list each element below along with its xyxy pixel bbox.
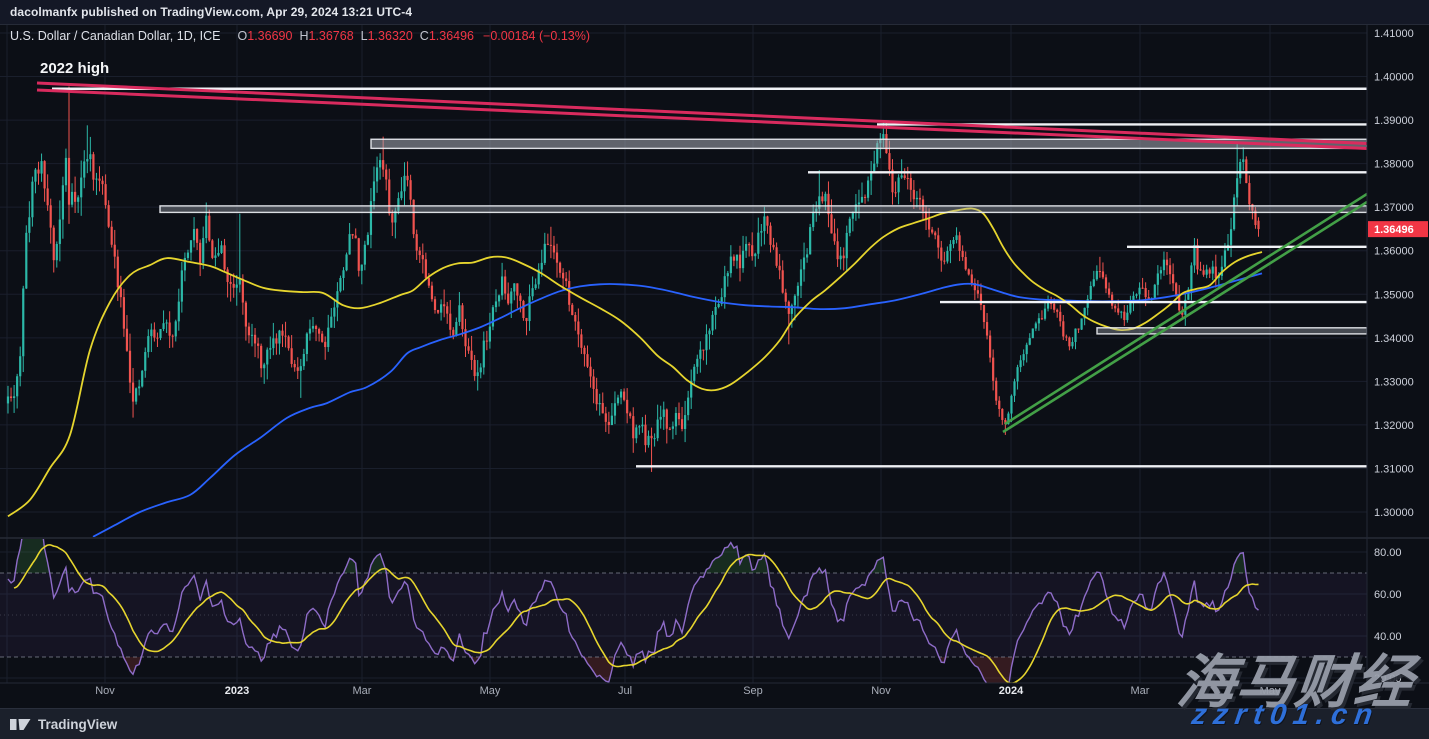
rsi-ma-line <box>13 544 1259 683</box>
supply-demand-box <box>370 138 1367 150</box>
price-tick-label: 1.40000 <box>1374 72 1414 84</box>
watermark-site-url: zzrt01.cn <box>1189 699 1382 731</box>
attribution-text: dacolmanfx published on TradingView.com,… <box>10 5 413 19</box>
rsi-overbought-fill <box>8 539 1259 573</box>
symbol-info-row[interactable]: U.S. Dollar / Canadian Dollar, 1D, ICE O1… <box>10 29 590 43</box>
price-tick-label: 1.41000 <box>1374 28 1414 40</box>
tradingview-logo-icon[interactable] <box>10 717 31 732</box>
ohlc-low-value: 1.36320 <box>367 29 413 43</box>
ohlc-close-label: C <box>419 29 429 43</box>
ascending-channel-line <box>1002 200 1367 434</box>
rsi-tick-label: 60.00 <box>1374 589 1402 601</box>
descending-trendline <box>36 81 1367 145</box>
footer-bar: TradingView <box>0 708 1429 739</box>
ohlc-high-label: H <box>299 29 309 43</box>
rsi-panel <box>0 539 1367 683</box>
ascending-channel-line <box>1004 192 1367 426</box>
time-tick-label: May <box>1260 685 1281 697</box>
rsi-tick-label: 20.00 <box>1374 673 1402 685</box>
time-tick-label: Sep <box>743 685 763 697</box>
tradingview-logo-text[interactable]: TradingView <box>38 717 118 732</box>
descending-trendline <box>36 88 1367 150</box>
change-value: −0.00184 (−0.13%) <box>483 29 591 43</box>
price-tick-label: 1.37000 <box>1374 202 1414 214</box>
price-tick-label: 1.39000 <box>1374 115 1414 127</box>
rsi-line <box>7 539 1259 683</box>
ma-200-line <box>92 272 1263 537</box>
rsi-tick-label: 40.00 <box>1374 631 1402 643</box>
ohlc-low-label: L <box>360 29 368 43</box>
price-tick-label: 1.32000 <box>1374 420 1414 432</box>
ma-100-line <box>7 207 1263 518</box>
ohlc-open-label: O <box>237 29 248 43</box>
price-tick-label: 1.38000 <box>1374 159 1414 171</box>
time-tick-label: Nov <box>95 685 115 697</box>
price-tick-label: 1.35000 <box>1374 289 1414 301</box>
rsi-oversold-fill <box>8 657 1259 683</box>
time-tick-label: Jul <box>618 685 632 697</box>
price-tick-label: 1.33000 <box>1374 376 1414 388</box>
pane-separators <box>0 24 1429 684</box>
last-price-label-bg <box>1368 221 1428 238</box>
price-tick-label: 1.34000 <box>1374 333 1414 345</box>
symbol-title[interactable]: U.S. Dollar / Canadian Dollar, 1D, ICE <box>10 29 221 43</box>
attribution-bar: dacolmanfx published on TradingView.com,… <box>0 0 1429 25</box>
rsi-band-fill <box>0 573 1367 657</box>
ohlc-open-value: 1.36690 <box>247 29 293 43</box>
price-tick-label: 1.36000 <box>1374 246 1414 258</box>
time-tick-label: May <box>480 685 501 697</box>
annotation-2022-high: 2022 high <box>40 60 110 77</box>
price-axis[interactable]: 1.41000 1.40000 1.39000 1.38000 1.37000 1.360… <box>1368 28 1428 685</box>
ohlc-high-value: 1.36768 <box>308 29 354 43</box>
price-tick-label: 1.31000 <box>1374 463 1414 475</box>
price-tick-label: 1.30000 <box>1374 507 1414 519</box>
candlestick-series <box>6 86 1260 472</box>
rsi-tick-label: 80.00 <box>1374 547 1402 559</box>
time-tick-label: Mar <box>1131 685 1150 697</box>
price-drawings[interactable] <box>36 81 1367 468</box>
time-tick-label: 2023 <box>225 685 249 697</box>
time-axis[interactable]: Nov 2023 Mar May Jul Sep Nov 2024 Mar May <box>95 685 1281 697</box>
moving-averages <box>7 207 1263 537</box>
ohlc-close-value: 1.36496 <box>428 29 475 43</box>
time-tick-label: Mar <box>353 685 372 697</box>
supply-demand-box <box>159 205 1367 214</box>
last-price-label-text: 1.36496 <box>1374 224 1414 236</box>
supply-demand-box <box>1096 327 1367 335</box>
time-tick-label: 2024 <box>999 685 1024 697</box>
time-tick-label: Nov <box>871 685 891 697</box>
